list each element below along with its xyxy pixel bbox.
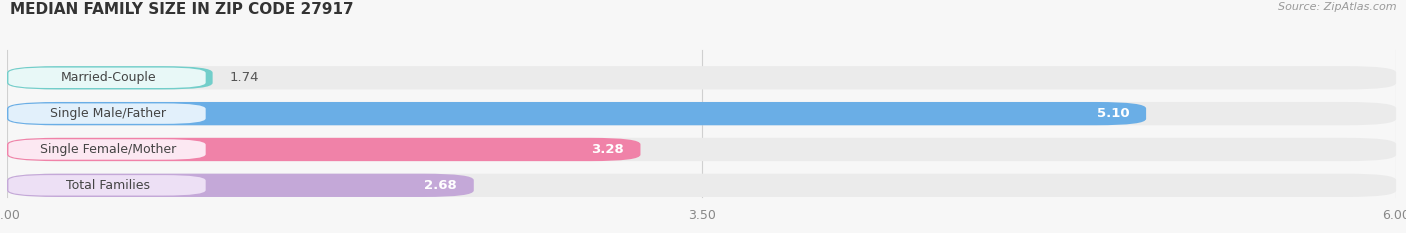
FancyBboxPatch shape (8, 103, 205, 124)
FancyBboxPatch shape (7, 102, 1146, 125)
FancyBboxPatch shape (8, 139, 205, 160)
FancyBboxPatch shape (7, 66, 212, 89)
Text: 3.28: 3.28 (591, 143, 624, 156)
Text: 1.74: 1.74 (229, 71, 259, 84)
FancyBboxPatch shape (7, 174, 474, 197)
Text: Married-Couple: Married-Couple (60, 71, 156, 84)
Text: 5.10: 5.10 (1097, 107, 1129, 120)
FancyBboxPatch shape (8, 175, 205, 195)
Text: MEDIAN FAMILY SIZE IN ZIP CODE 27917: MEDIAN FAMILY SIZE IN ZIP CODE 27917 (10, 2, 353, 17)
FancyBboxPatch shape (8, 68, 205, 88)
FancyBboxPatch shape (7, 174, 1396, 197)
Text: Total Families: Total Families (66, 179, 150, 192)
Text: Source: ZipAtlas.com: Source: ZipAtlas.com (1278, 2, 1396, 12)
FancyBboxPatch shape (7, 66, 1396, 89)
FancyBboxPatch shape (7, 102, 1396, 125)
Text: Single Female/Mother: Single Female/Mother (41, 143, 177, 156)
FancyBboxPatch shape (7, 138, 641, 161)
Text: Single Male/Father: Single Male/Father (51, 107, 166, 120)
Text: 2.68: 2.68 (425, 179, 457, 192)
FancyBboxPatch shape (7, 138, 1396, 161)
